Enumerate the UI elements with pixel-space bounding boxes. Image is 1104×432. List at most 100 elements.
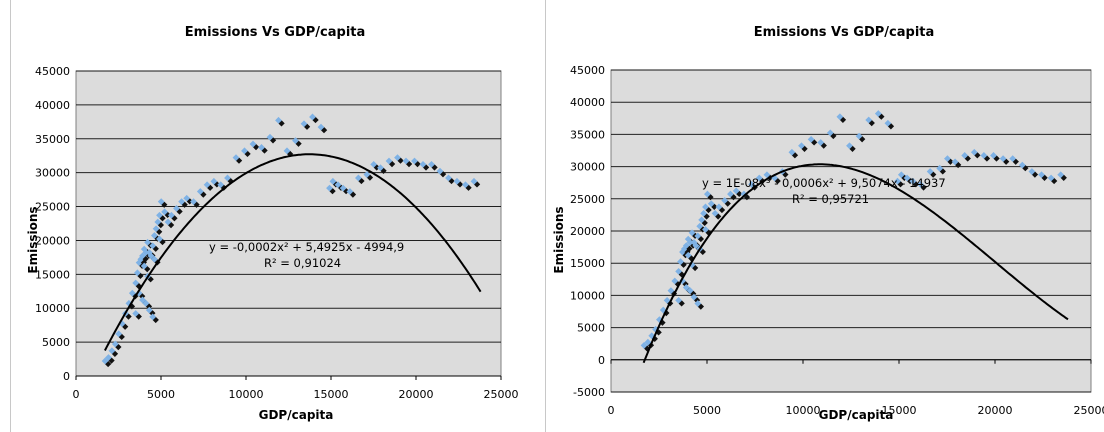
data-point xyxy=(142,299,150,307)
data-point xyxy=(196,188,204,195)
data-point-dark xyxy=(1031,171,1039,178)
data-point xyxy=(680,245,688,253)
data-point xyxy=(999,155,1007,163)
data-point xyxy=(704,190,711,198)
data-point-dark xyxy=(142,255,149,263)
data-point xyxy=(105,354,112,361)
x-axis-label: GDP/capita xyxy=(259,408,334,422)
data-point xyxy=(755,174,763,182)
data-point-dark xyxy=(115,343,122,351)
data-point xyxy=(145,306,153,314)
data-point xyxy=(168,211,175,219)
data-point xyxy=(128,289,136,297)
x-tick-label: 15000 xyxy=(882,404,917,417)
y-axis-label: Emissions xyxy=(26,206,40,273)
data-point-dark xyxy=(388,160,396,168)
x-axis-label: GDP/capita xyxy=(819,408,894,422)
y-tick-label: 45000 xyxy=(35,65,70,78)
data-point xyxy=(283,147,291,155)
y-tick-label: 5000 xyxy=(577,322,605,335)
data-point xyxy=(884,119,892,127)
data-point xyxy=(140,245,148,253)
data-point xyxy=(694,300,702,307)
data-point xyxy=(917,181,924,188)
trendline-equation: y = -0,0002x² + 5,4925x - 4994,9 xyxy=(209,240,404,254)
data-point xyxy=(241,147,248,155)
y-tick-label: 30000 xyxy=(570,161,605,174)
data-point xyxy=(732,187,740,195)
data-point-dark xyxy=(964,155,971,162)
data-point xyxy=(190,198,197,206)
data-point xyxy=(154,218,162,226)
data-point xyxy=(462,181,469,189)
y-axis-label: Emissions xyxy=(552,206,566,273)
y-tick-label: 5000 xyxy=(42,336,70,349)
data-point xyxy=(692,242,700,249)
data-point-dark xyxy=(839,116,847,123)
data-point-dark xyxy=(801,145,808,152)
chart-title: Emissions Vs GDP/capita xyxy=(185,25,366,40)
data-point xyxy=(266,133,274,141)
x-tick-label: 0 xyxy=(73,388,80,401)
data-point xyxy=(411,157,418,165)
data-point xyxy=(394,154,401,162)
data-point xyxy=(690,293,698,301)
data-point xyxy=(682,284,690,291)
data-point xyxy=(339,184,347,192)
data-point xyxy=(836,113,844,121)
data-point xyxy=(826,129,834,137)
data-point-dark xyxy=(929,171,937,178)
data-point xyxy=(115,330,123,338)
data-point xyxy=(740,190,748,198)
data-point-dark xyxy=(405,160,413,168)
trendline xyxy=(104,153,482,351)
y-tick-label: 30000 xyxy=(35,167,70,180)
data-point xyxy=(275,116,282,124)
data-point xyxy=(326,184,333,192)
data-point xyxy=(961,152,969,159)
data-point xyxy=(926,168,934,175)
data-point xyxy=(346,188,354,195)
data-point xyxy=(686,238,694,246)
data-point xyxy=(132,310,140,317)
data-point xyxy=(137,255,145,263)
data-point xyxy=(640,342,648,349)
data-point xyxy=(677,258,684,266)
data-point xyxy=(909,177,917,185)
data-point xyxy=(249,140,257,148)
data-point xyxy=(698,216,706,224)
chart-panel-left: Emissions Vs GDP/capita 0 5000 10000 15000 2… xyxy=(10,0,539,432)
data-point xyxy=(385,157,393,165)
data-point xyxy=(436,167,444,175)
data-point-dark xyxy=(705,206,712,214)
data-point xyxy=(702,203,709,211)
y-tick-label: 15000 xyxy=(570,257,605,270)
x-tick-label: 20000 xyxy=(978,404,1013,417)
data-point xyxy=(694,232,702,240)
data-point xyxy=(370,160,378,168)
data-point xyxy=(1057,171,1065,179)
trendline xyxy=(642,163,1069,364)
data-point-dark xyxy=(159,215,166,222)
data-point-dark xyxy=(431,164,438,171)
data-point xyxy=(690,238,698,246)
chart-right: Emissions Vs GDP/capita -500005000100001… xyxy=(552,25,1104,422)
y-tick-label: 20000 xyxy=(570,225,605,238)
y-tick-label: 25000 xyxy=(570,193,605,206)
x-tick-label: 10000 xyxy=(229,388,264,401)
data-point xyxy=(748,181,755,188)
y-tick-label: 15000 xyxy=(35,268,70,281)
data-point xyxy=(707,200,715,208)
data-point xyxy=(688,229,696,237)
data-point-dark xyxy=(373,164,380,171)
data-point xyxy=(903,174,911,182)
data-point xyxy=(453,177,461,185)
data-point xyxy=(671,277,679,285)
data-point xyxy=(157,198,165,206)
data-point-dark xyxy=(810,139,818,146)
data-point xyxy=(675,296,683,304)
plot-background xyxy=(75,70,502,377)
data-point xyxy=(970,148,978,156)
y-tick-label: 35000 xyxy=(35,133,70,146)
data-point xyxy=(771,174,779,182)
